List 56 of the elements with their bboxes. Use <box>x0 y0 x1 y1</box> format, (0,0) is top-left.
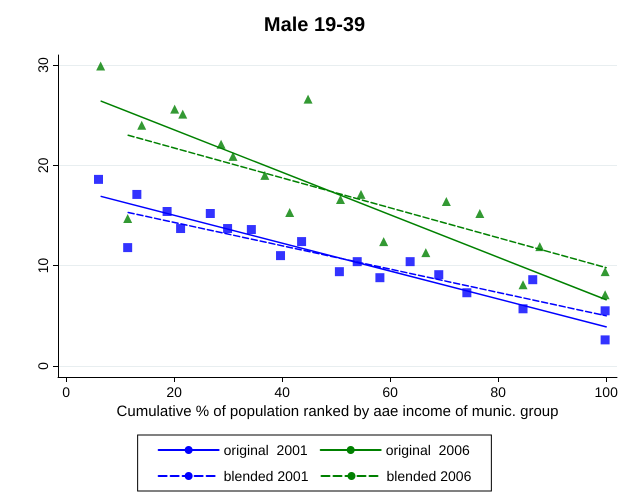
y-tick-label: 10 <box>35 258 51 274</box>
point <box>406 257 415 266</box>
chart-title: Male 19-39 <box>264 14 366 36</box>
point <box>356 190 366 199</box>
legend-label: original 2006 <box>386 442 470 458</box>
x-tick-label: 20 <box>166 384 182 400</box>
point <box>276 251 286 260</box>
point <box>123 243 132 252</box>
y-tick-label: 0 <box>35 362 51 370</box>
point <box>442 196 451 206</box>
point <box>352 257 362 266</box>
point <box>216 140 226 149</box>
point <box>123 214 132 224</box>
point <box>518 280 528 290</box>
legend-label: original 2001 <box>224 442 308 458</box>
point <box>96 62 106 71</box>
point <box>528 275 538 284</box>
point <box>379 237 388 246</box>
point <box>228 152 238 161</box>
point <box>518 304 528 314</box>
point <box>375 273 384 282</box>
point <box>475 208 484 218</box>
x-axis-title: Cumulative % of population ranked by aae income of munic. group <box>116 402 558 420</box>
point <box>178 110 188 119</box>
point <box>434 270 444 280</box>
point <box>132 190 142 199</box>
x-tick-label: 60 <box>382 384 398 400</box>
x-tick-label: 80 <box>490 384 506 400</box>
point <box>285 208 294 217</box>
x-tick-label: 100 <box>594 384 618 400</box>
y-tick-label: 30 <box>35 57 51 73</box>
point <box>206 208 215 218</box>
point <box>600 335 610 344</box>
legend-label: blended 2006 <box>386 468 472 484</box>
x-tick-label: 0 <box>62 384 70 400</box>
point <box>535 242 544 252</box>
point <box>162 206 172 216</box>
point <box>137 120 146 130</box>
x-tick-label: 40 <box>274 384 290 400</box>
point <box>421 248 430 258</box>
point <box>304 94 313 104</box>
legend-label: blended 2001 <box>224 468 309 484</box>
point <box>462 288 472 298</box>
point <box>297 237 306 246</box>
point <box>94 174 104 184</box>
point <box>334 267 344 276</box>
point <box>336 194 345 204</box>
point <box>260 170 270 180</box>
point <box>600 306 610 316</box>
y-tick-label: 20 <box>35 157 51 174</box>
point <box>170 104 180 114</box>
point <box>246 225 256 234</box>
point <box>223 224 232 234</box>
point <box>600 267 610 276</box>
point <box>600 290 610 300</box>
point <box>176 224 186 234</box>
